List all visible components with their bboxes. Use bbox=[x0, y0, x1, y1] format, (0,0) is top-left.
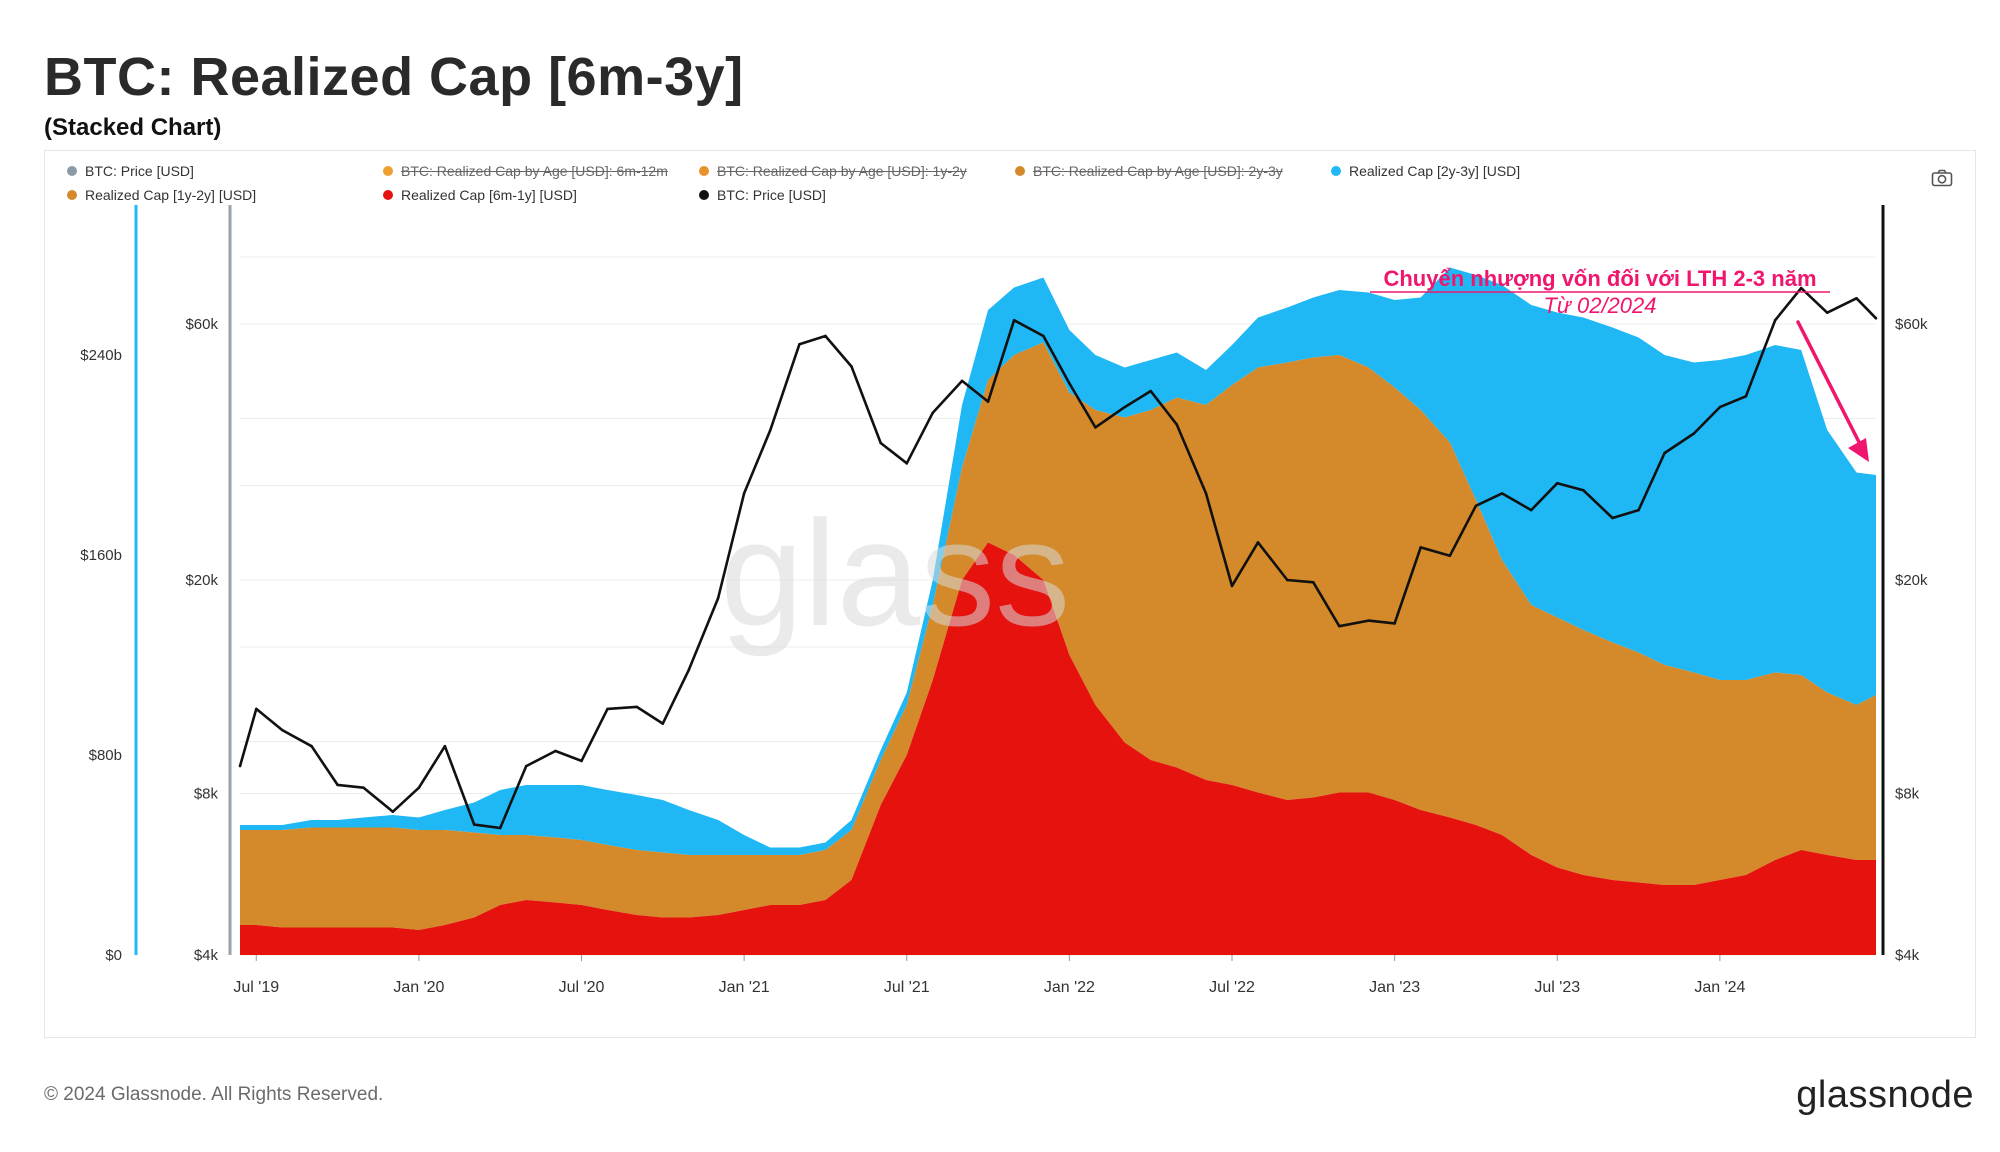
chart-subtitle: (Stacked Chart) bbox=[44, 114, 222, 141]
legend-dot bbox=[383, 190, 393, 200]
footer-copyright: © 2024 Glassnode. All Rights Reserved. bbox=[44, 1084, 384, 1105]
legend-label: BTC: Realized Cap by Age [USD]: 6m-12m bbox=[401, 163, 668, 179]
legend-label: BTC: Realized Cap by Age [USD]: 2y-3y bbox=[1033, 163, 1283, 179]
legend-item-0[interactable]: BTC: Price [USD] bbox=[67, 163, 194, 179]
legend-item-7[interactable]: BTC: Price [USD] bbox=[699, 187, 826, 203]
chart-title: BTC: Realized Cap [6m-3y] bbox=[44, 47, 744, 107]
legend-item-2[interactable]: BTC: Realized Cap by Age [USD]: 1y-2y bbox=[699, 163, 967, 179]
legend-item-1[interactable]: BTC: Realized Cap by Age [USD]: 6m-12m bbox=[383, 163, 668, 179]
legend-label: Realized Cap [6m-1y] [USD] bbox=[401, 187, 577, 203]
legend-label: BTC: Realized Cap by Age [USD]: 1y-2y bbox=[717, 163, 967, 179]
legend-label: Realized Cap [1y-2y] [USD] bbox=[85, 187, 257, 203]
legend-label: BTC: Price [USD] bbox=[717, 187, 826, 203]
legend-label: BTC: Price [USD] bbox=[85, 163, 194, 179]
chart-panel: BTC: Price [USD] BTC: Realized Cap by Age… bbox=[44, 150, 1976, 1038]
legend-item-5[interactable]: Realized Cap [1y-2y] [USD] bbox=[67, 187, 256, 203]
legend-item-6[interactable]: Realized Cap [6m-1y] [USD] bbox=[383, 187, 577, 203]
camera-icon[interactable] bbox=[1931, 169, 1953, 187]
legend-item-3[interactable]: BTC: Realized Cap by Age [USD]: 2y-3y bbox=[1015, 163, 1283, 179]
legend-dot bbox=[67, 166, 77, 176]
legend-dot bbox=[699, 190, 709, 200]
legend-dot bbox=[1331, 166, 1341, 176]
legend-dot bbox=[1015, 166, 1025, 176]
legend: BTC: Price [USD] BTC: Realized Cap by Age… bbox=[67, 163, 1887, 211]
legend-dot bbox=[699, 166, 709, 176]
legend-dot bbox=[383, 166, 393, 176]
legend-label: Realized Cap [2y-3y] [USD] bbox=[1349, 163, 1521, 179]
legend-item-4[interactable]: Realized Cap [2y-3y] [USD] bbox=[1331, 163, 1520, 179]
footer-brand-logo[interactable]: glassnode bbox=[1796, 1074, 1974, 1116]
legend-dot bbox=[67, 190, 77, 200]
camera-icon-glyph bbox=[1931, 169, 1953, 187]
